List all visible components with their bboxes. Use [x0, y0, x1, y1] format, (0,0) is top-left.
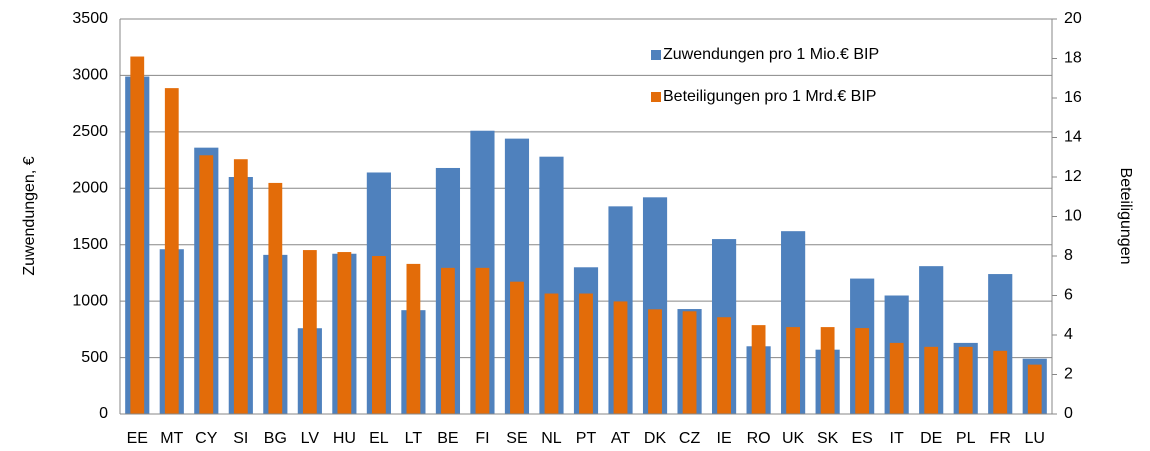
- bar: [889, 342, 904, 414]
- legend-label: Zuwendungen pro 1 Mio.€ BIP: [663, 46, 879, 63]
- legend-label: Beteiligungen pro 1 Mrd.€ BIP: [663, 88, 876, 105]
- x-tick-label: SK: [817, 430, 839, 447]
- x-tick-label: LT: [405, 430, 423, 447]
- bar: [924, 346, 939, 414]
- x-tick-label: IE: [717, 430, 732, 447]
- x-tick-label: CZ: [679, 430, 701, 447]
- x-tick-label: NL: [541, 430, 562, 447]
- bar: [648, 309, 662, 414]
- x-tick-label: UK: [782, 430, 805, 447]
- y-tick-label: 0: [99, 405, 108, 422]
- y2-tick-label: 8: [1064, 247, 1073, 264]
- y-tick-label: 1000: [72, 292, 108, 309]
- y2-tick-label: 2: [1064, 366, 1073, 383]
- bar: [579, 293, 593, 414]
- y2-tick-label: 10: [1064, 208, 1082, 225]
- x-tick-label: BG: [264, 430, 287, 447]
- x-tick-label: SI: [233, 430, 248, 447]
- x-tick-label: MT: [160, 430, 183, 447]
- bar: [682, 311, 697, 414]
- legend-swatch: [651, 92, 661, 102]
- bar: [371, 256, 386, 414]
- bar: [1027, 364, 1042, 414]
- y-tick-label: 3500: [72, 10, 108, 27]
- y-tick-label: 2500: [72, 123, 108, 140]
- y-tick-label: 500: [81, 349, 108, 366]
- bar: [302, 250, 317, 414]
- x-tick-label: FR: [990, 430, 1011, 447]
- bar: [613, 301, 628, 414]
- x-tick-label: EE: [127, 430, 148, 447]
- bar: [820, 327, 835, 414]
- bar: [337, 252, 352, 414]
- y-tick-label: 3000: [72, 67, 108, 84]
- x-tick-label: AT: [611, 430, 630, 447]
- bar: [751, 325, 766, 414]
- bar: [406, 263, 421, 414]
- bar: [544, 293, 559, 414]
- bar: [510, 281, 524, 414]
- x-tick-label: DK: [644, 430, 667, 447]
- x-tick-label: FI: [475, 430, 489, 447]
- x-tick-label: RO: [747, 430, 771, 447]
- x-tick-label: HU: [333, 430, 356, 447]
- y2-axis-label: Beteiligungen: [1117, 168, 1134, 265]
- y2-tick-label: 16: [1064, 89, 1082, 106]
- x-tick-label: PT: [576, 430, 597, 447]
- bar: [993, 350, 1008, 414]
- x-tick-label: SE: [506, 430, 527, 447]
- bar: [233, 159, 248, 414]
- y2-tick-label: 6: [1064, 287, 1073, 304]
- bar: [855, 328, 870, 414]
- y2-tick-label: 4: [1064, 326, 1073, 343]
- y-tick-label: 2000: [72, 180, 108, 197]
- bar: [958, 346, 973, 414]
- bar: [475, 267, 490, 414]
- bar: [441, 267, 455, 414]
- x-tick-label: DE: [920, 430, 942, 447]
- y-tick-label: 1500: [72, 236, 108, 253]
- x-tick-label: ES: [851, 430, 872, 447]
- legend-swatch: [651, 50, 661, 60]
- x-tick-label: EL: [369, 430, 389, 447]
- bar: [268, 182, 283, 414]
- y-axis-label: Zuwendungen, €: [21, 156, 38, 275]
- x-tick-label: LV: [301, 430, 320, 447]
- y2-tick-label: 20: [1064, 10, 1082, 27]
- y2-tick-label: 14: [1064, 129, 1082, 146]
- y2-tick-label: 12: [1064, 168, 1082, 185]
- x-tick-label: LU: [1025, 430, 1045, 447]
- bar: [786, 327, 801, 414]
- x-tick-label: CY: [195, 430, 218, 447]
- x-tick-label: BE: [437, 430, 458, 447]
- y2-tick-label: 18: [1064, 50, 1082, 67]
- bar: [164, 88, 179, 414]
- bar: [130, 56, 145, 415]
- y2-tick-label: 0: [1064, 405, 1073, 422]
- x-tick-label: PL: [956, 430, 976, 447]
- bar: [717, 317, 731, 414]
- x-tick-label: IT: [890, 430, 904, 447]
- bar: [199, 155, 214, 414]
